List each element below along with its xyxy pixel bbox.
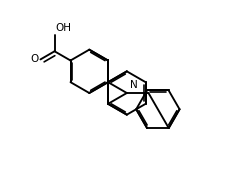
Text: O: O [30, 54, 38, 64]
Text: N: N [130, 80, 138, 90]
Text: OH: OH [56, 23, 71, 33]
